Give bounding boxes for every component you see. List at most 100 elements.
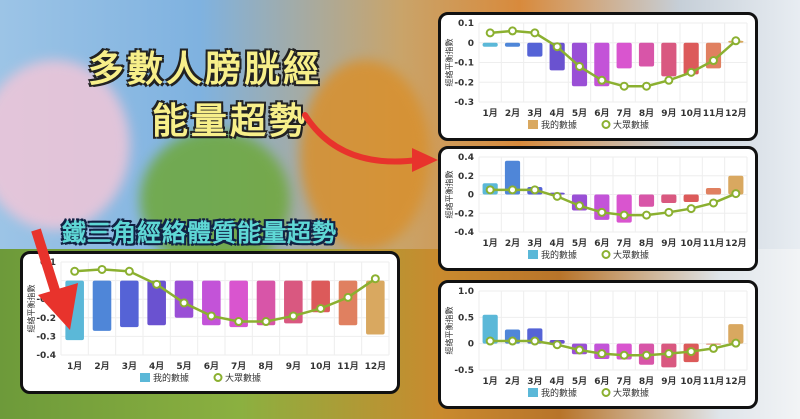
- public-data-point: [575, 201, 584, 211]
- x-tick-label: 12月: [725, 376, 747, 387]
- bar-12月: [728, 175, 744, 195]
- legend-public-data: 大眾數據: [613, 119, 649, 131]
- public-data-point: [508, 336, 517, 346]
- bar-10月: [683, 42, 699, 75]
- public-data-point: [530, 185, 540, 195]
- x-tick-label: 2月: [505, 238, 520, 249]
- x-tick-label: 6月: [594, 238, 609, 249]
- x-tick-label: 11月: [337, 361, 359, 372]
- public-data-point: [597, 75, 607, 85]
- y-tick-label: 1.0: [458, 287, 474, 297]
- public-data-point: [686, 204, 696, 214]
- y-axis-label: 經絡平衡指數: [26, 285, 36, 333]
- y-axis-label: 經絡平衡指數: [444, 171, 454, 219]
- chart-svg: 1.0 0.5 0 -0.5 經絡平衡指數 1月 2月 3月 4月 5月 6月 7月 8月 9月 10月 11…: [444, 287, 748, 399]
- headline-line2: 能量超勢: [152, 101, 309, 142]
- y-tick-label: 0: [468, 39, 474, 49]
- public-data-point: [686, 347, 696, 357]
- x-tick-label: 3月: [527, 376, 542, 387]
- y-tick-label: -0.3: [454, 98, 474, 108]
- x-tick-label: 1月: [483, 238, 498, 249]
- public-data-point: [97, 264, 107, 274]
- bar-2月: [504, 160, 521, 195]
- y-tick-label: -0.2: [36, 314, 56, 324]
- chart-svg: 0.1 0 -0.1 -0.2 -0.3 經絡平衡指數 1月 2月 3月 4月 5月 6月 7月 8月 9月…: [444, 19, 748, 131]
- arrow-to-middle-chart-icon: [302, 112, 438, 172]
- chart-card-middle: 0.4 0.2 0 -0.2 -0.4 經絡平衡指數 1月 2月 3月 4月 5月 6月 7月 8月 9月 1…: [438, 146, 758, 271]
- bar-10月: [683, 194, 699, 202]
- chart-card-top: 0.1 0 -0.1 -0.2 -0.3 經絡平衡指數 1月 2月 3月 4月 5月 6月 7月 8月 9月…: [438, 12, 758, 141]
- bar-9月: [284, 280, 303, 324]
- public-data-point: [731, 189, 741, 199]
- public-data-point: [530, 336, 540, 346]
- x-tick-label: 4月: [550, 376, 565, 387]
- public-data-point: [642, 81, 651, 91]
- public-data-point: [552, 42, 562, 52]
- public-data-point: [152, 279, 162, 289]
- bar-7月: [616, 42, 632, 69]
- public-data-point: [642, 350, 651, 360]
- legend-marker-public-data: [601, 120, 611, 129]
- legend-my-data: 我的數據: [153, 372, 189, 384]
- bar-4月: [147, 280, 166, 326]
- y-tick-label: -0.1: [454, 59, 474, 69]
- y-tick-label: -0.3: [36, 332, 56, 342]
- public-data-point: [619, 81, 629, 91]
- y-tick-label: -0.2: [454, 209, 474, 219]
- x-tick-label: 1月: [483, 376, 498, 387]
- chart-card-left: 0.10-0.1-0.2-0.3-0.4經絡平衡指數1月2月3月4月5月6月7月…: [20, 251, 400, 394]
- public-data-point: [552, 340, 562, 350]
- y-tick-label: 0: [468, 191, 474, 201]
- bar-8月: [638, 42, 655, 67]
- bar-8月: [256, 280, 276, 326]
- x-tick-label: 9月: [661, 108, 676, 119]
- x-tick-label: 5月: [176, 361, 191, 372]
- chart-svg: 0.10-0.1-0.2-0.3-0.4經絡平衡指數1月2月3月4月5月6月7月…: [26, 258, 390, 384]
- public-data-point: [731, 338, 741, 348]
- x-tick-label: 5月: [572, 238, 587, 249]
- x-tick-label: 7月: [617, 376, 632, 387]
- bar-3月: [120, 280, 139, 328]
- x-tick-label: 2月: [505, 108, 520, 119]
- y-tick-label: -0.4: [454, 228, 474, 238]
- x-tick-label: 1月: [483, 108, 498, 119]
- legend-marker-public-data: [601, 388, 611, 397]
- legend-public-data: 大眾數據: [613, 249, 649, 261]
- x-tick-label: 2月: [505, 376, 520, 387]
- y-axis-label: 經絡平衡指數: [444, 39, 454, 87]
- x-tick-label: 6月: [204, 361, 219, 372]
- legend-public-data: 大眾數據: [225, 372, 261, 384]
- y-tick-label: -0.4: [36, 351, 56, 361]
- bar-11月: [338, 280, 358, 326]
- x-tick-label: 11月: [703, 376, 725, 387]
- public-data-point: [370, 274, 380, 284]
- public-data-point: [709, 343, 718, 353]
- x-tick-label: 1月: [67, 361, 82, 372]
- public-data-point: [288, 311, 298, 321]
- public-data-point: [179, 298, 189, 308]
- public-data-point: [597, 349, 607, 359]
- public-data-point: [234, 317, 244, 327]
- public-data-point: [664, 207, 674, 217]
- x-tick-label: 7月: [617, 108, 632, 119]
- x-tick-label: 8月: [258, 361, 273, 372]
- x-tick-label: 5月: [572, 376, 587, 387]
- x-tick-label: 3月: [527, 108, 542, 119]
- public-data-point: [316, 304, 326, 313]
- bar-1月: [482, 314, 498, 344]
- headline-line1: 多數人膀胱經: [88, 49, 323, 90]
- public-data-point: [709, 56, 718, 66]
- bar-3月: [527, 42, 543, 57]
- public-data-point: [664, 75, 674, 85]
- bar-7月: [229, 280, 248, 328]
- x-tick-label: 8月: [639, 108, 654, 119]
- x-tick-label: 3月: [527, 238, 542, 249]
- public-data-point: [485, 336, 495, 346]
- y-tick-label: 0.4: [458, 153, 474, 163]
- autumn-tree: [300, 60, 430, 250]
- x-tick-label: 4月: [149, 361, 164, 372]
- subheadline: 鐵三角經絡體質能量超勢: [62, 219, 337, 247]
- arrow-to-left-chart-icon: [31, 228, 78, 330]
- x-tick-label: 10月: [310, 361, 332, 372]
- green-tree: [140, 130, 290, 270]
